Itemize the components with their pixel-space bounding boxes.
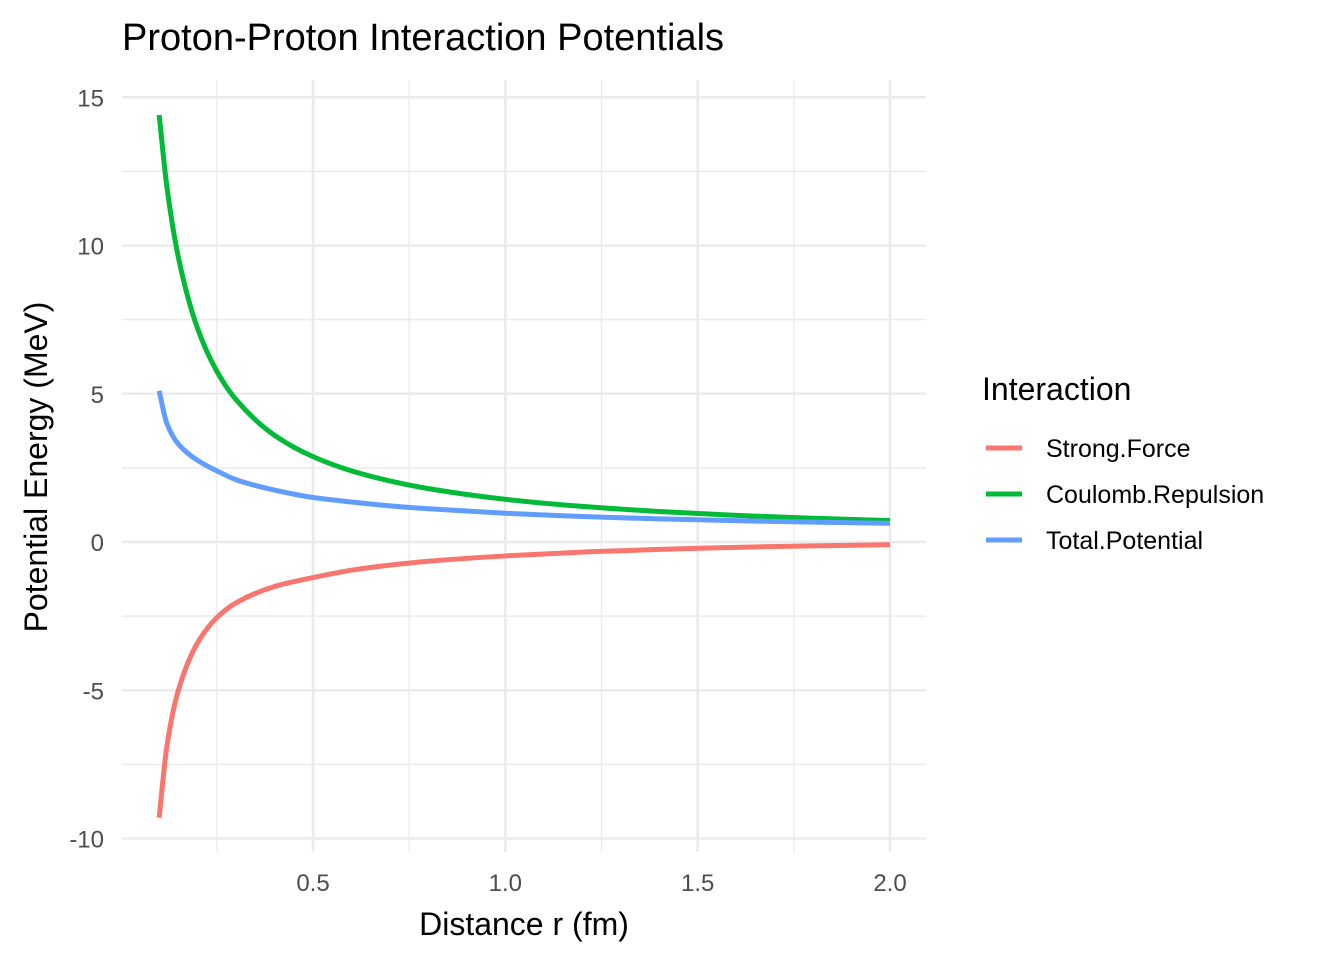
series-line-coulomb-repulsion — [156, 114, 891, 524]
legend-label-strong-force: Strong.Force — [1046, 435, 1191, 463]
x-axis-ticks: 0.5 1.0 1.5 2.0 — [296, 870, 906, 897]
y-tick-label: 0 — [91, 530, 104, 557]
x-tick-label: 1.0 — [489, 870, 522, 897]
x-tick-label: 1.5 — [681, 870, 714, 897]
x-tick-label: 2.0 — [873, 870, 906, 897]
major-gridlines — [122, 80, 926, 852]
chart-title: Proton-Proton Interaction Potentials — [122, 17, 724, 59]
legend-label-total-potential: Total.Potential — [1046, 527, 1203, 555]
minor-gridlines — [122, 80, 926, 852]
y-axis-ticks: -10 -5 0 5 10 15 — [69, 85, 104, 853]
y-tick-label: 15 — [77, 85, 104, 112]
y-tick-label: -5 — [83, 678, 104, 705]
series-lines — [156, 114, 891, 819]
y-tick-label: 10 — [77, 234, 104, 261]
y-tick-label: -10 — [69, 827, 104, 854]
legend-title: Interaction — [982, 371, 1131, 407]
x-tick-label: 0.5 — [296, 870, 329, 897]
series-line-strong-force — [156, 542, 891, 819]
y-tick-label: 5 — [91, 382, 104, 409]
x-axis-label: Distance r (fm) — [419, 906, 629, 942]
legend-label-coulomb-repulsion: Coulomb.Repulsion — [1046, 481, 1264, 509]
legend-items: Strong.Force Coulomb.Repulsion Total.Poten… — [986, 435, 1264, 555]
y-axis-label: Potential Energy (MeV) — [18, 302, 54, 633]
series-line-total-potential — [156, 390, 891, 526]
legend: Interaction Strong.Force Coulomb.Repulsio… — [982, 371, 1264, 555]
